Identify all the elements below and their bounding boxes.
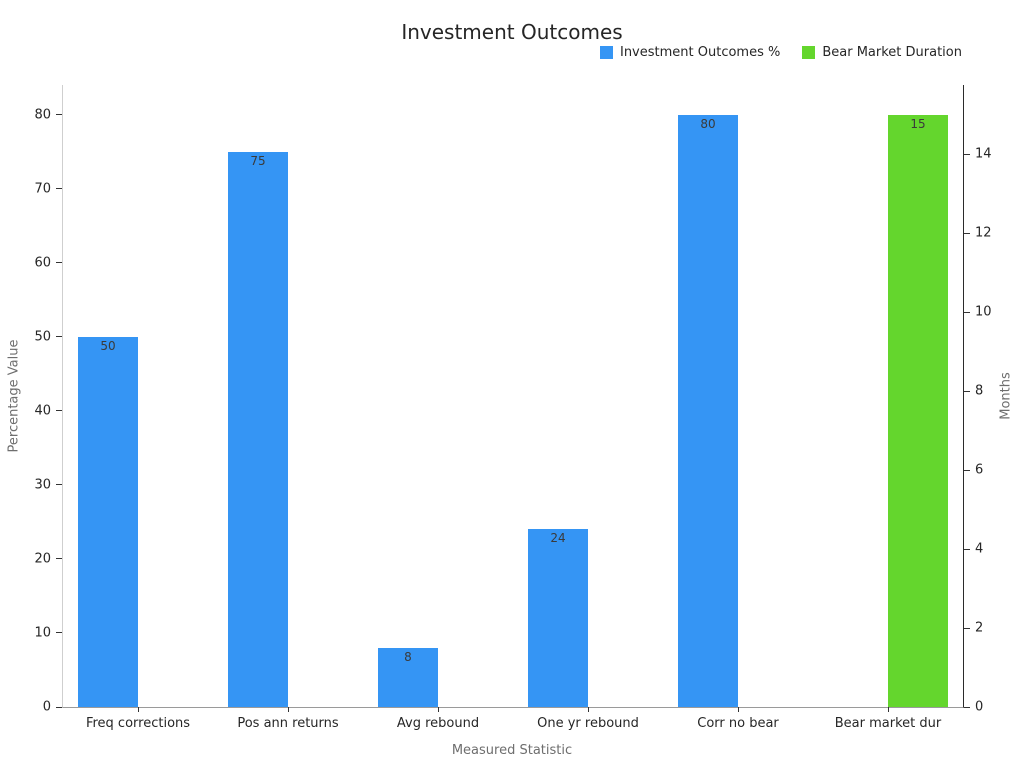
y-tick-left (56, 262, 62, 264)
y-tick-left (56, 336, 62, 338)
x-tick (588, 707, 589, 712)
x-tick (438, 707, 439, 712)
y-tick-label-right: 2 (975, 620, 984, 636)
legend-item-bear-market-duration: Bear Market Duration (802, 45, 962, 60)
x-tick (888, 707, 889, 712)
y-tick-right (964, 232, 970, 234)
y-tick-right (964, 548, 970, 550)
bar: 24 (528, 529, 588, 707)
y-tick-right (964, 311, 970, 313)
bar-value-label: 75 (250, 153, 266, 168)
y-tick-label-left: 30 (34, 477, 51, 493)
y-tick-label-right: 10 (975, 304, 992, 320)
y-tick-label-right: 14 (975, 146, 992, 162)
y-tick-label-left: 80 (34, 107, 51, 123)
x-tick-label: Freq corrections (85, 716, 191, 731)
y-axis-label-right: Months (998, 372, 1014, 420)
chart-title: Investment Outcomes (401, 20, 623, 44)
x-tick (738, 707, 739, 712)
bar-value-label: 15 (910, 116, 926, 131)
y-tick-label-left: 10 (34, 625, 51, 641)
y-tick-label-right: 4 (975, 541, 984, 557)
x-tick-label: Bear market dur (834, 716, 942, 731)
x-tick-label: Avg rebound (396, 716, 480, 731)
y-tick-right (964, 469, 970, 471)
bar-value-label: 50 (100, 338, 116, 353)
legend-swatch-green (802, 46, 816, 59)
y-tick-left (56, 706, 62, 708)
y-tick-label-right: 6 (975, 462, 984, 478)
y-tick-right (964, 706, 970, 708)
x-tick-label: One yr rebound (537, 716, 639, 731)
y-tick-right (964, 153, 970, 155)
y-tick-label-left: 70 (34, 181, 51, 197)
y-tick-left (56, 188, 62, 190)
y-tick-label-right: 12 (975, 225, 992, 241)
plot-area: 0 10 20 30 40 50 60 70 80 0 2 4 6 8 10 12 14 Freq correct… (34, 85, 992, 731)
bar-value-label: 8 (404, 649, 412, 664)
bar: 50 (78, 336, 138, 707)
legend-item-investment-outcomes: Investment Outcomes % (599, 45, 781, 60)
y-tick-label-left: 60 (34, 255, 51, 271)
x-tick-label: Corr no bear (697, 716, 779, 731)
x-axis-label: Measured Statistic (451, 743, 573, 758)
y-tick-right (964, 390, 970, 392)
y-tick-left (56, 484, 62, 486)
y-tick-left (56, 410, 62, 412)
legend: Investment Outcomes % Bear Market Durati… (599, 45, 962, 60)
y-tick-label-right: 8 (975, 383, 984, 399)
y-tick-label-right: 0 (975, 699, 984, 715)
bar-value-label: 24 (550, 531, 566, 546)
y-tick-left (56, 114, 62, 116)
legend-swatch-blue (599, 46, 613, 59)
x-tick (288, 707, 289, 712)
x-tick (138, 707, 139, 712)
legend-label: Bear Market Duration (822, 45, 962, 60)
y-tick-label-left: 0 (42, 699, 51, 715)
y-tick-label-left: 50 (34, 329, 51, 345)
y-tick-label-left: 20 (34, 551, 51, 567)
bar: 15 (888, 114, 948, 707)
y-tick-label-left: 40 (34, 403, 51, 419)
bar: 80 (678, 114, 738, 707)
bar-value-label: 80 (700, 116, 716, 131)
y-tick-left (56, 632, 62, 634)
y-axis-label-left: Percentage Value (6, 339, 22, 453)
bar: 8 (378, 647, 438, 707)
bar: 75 (228, 151, 288, 707)
y-tick-left (56, 558, 62, 560)
legend-label: Investment Outcomes % (619, 45, 781, 60)
x-tick-label: Pos ann returns (237, 716, 339, 731)
y-tick-right (964, 627, 970, 629)
